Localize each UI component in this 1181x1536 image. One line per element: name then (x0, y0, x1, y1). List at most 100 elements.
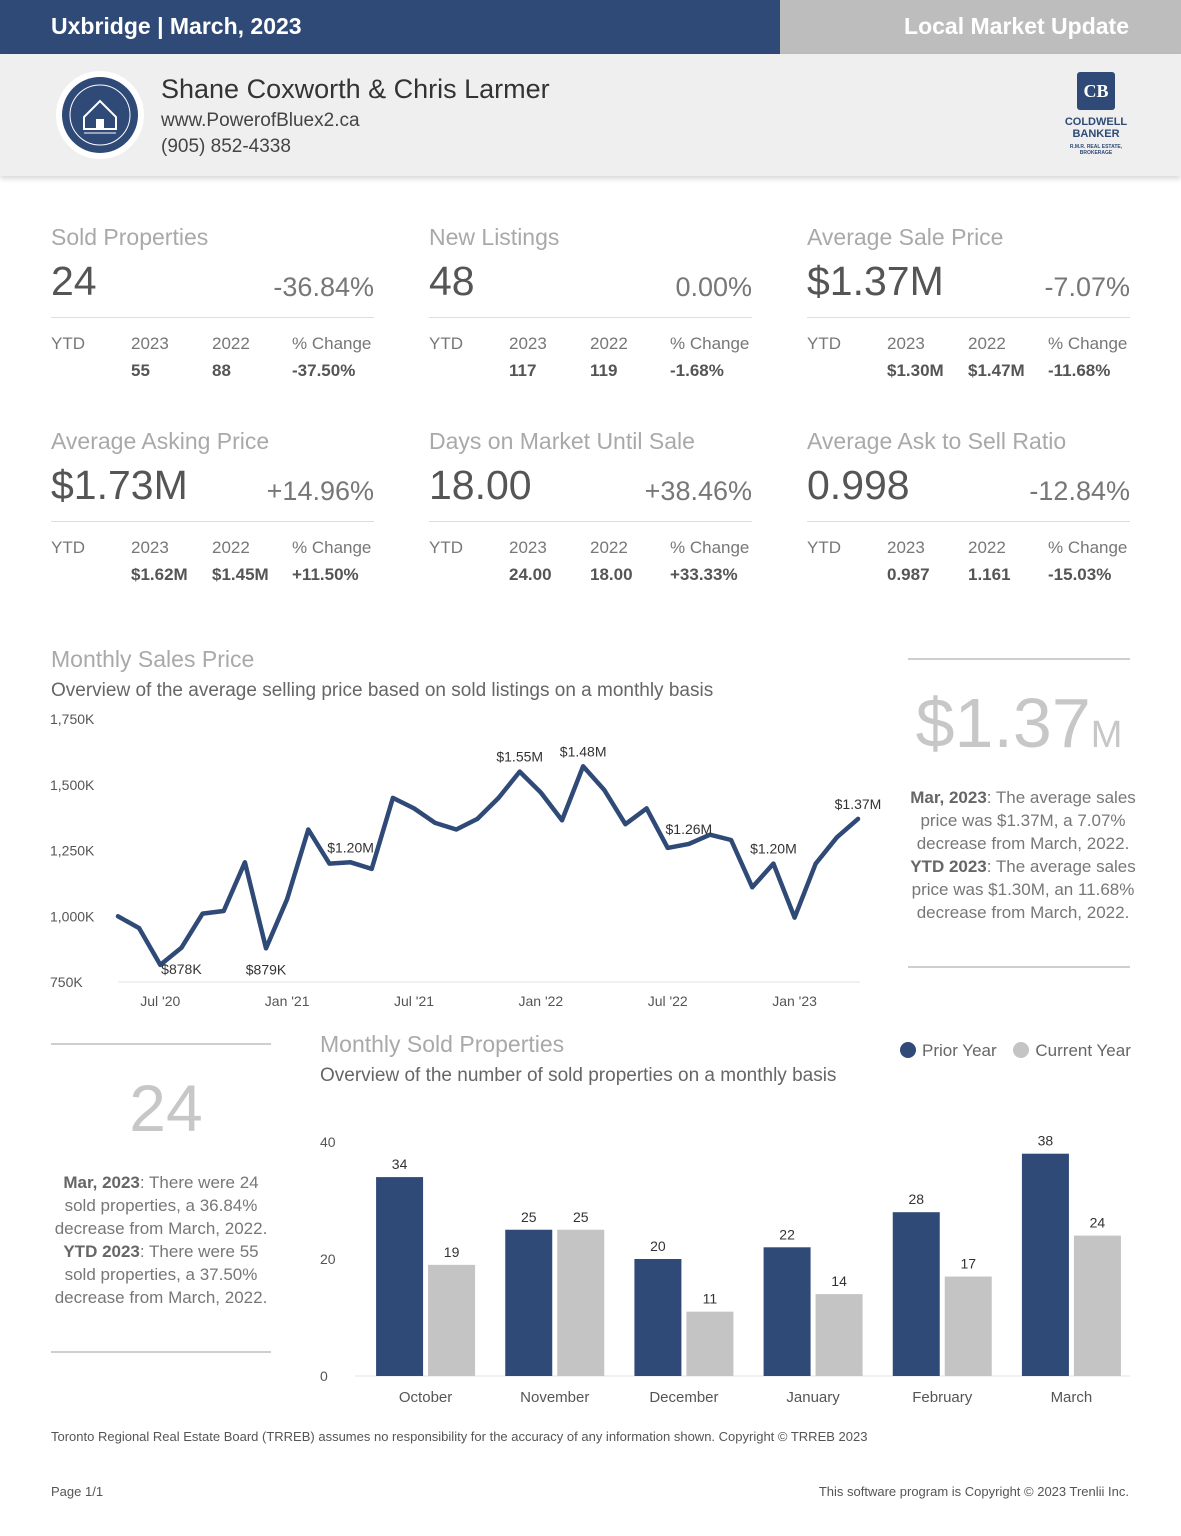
bar-data-label: 25 (573, 1209, 589, 1225)
sales-price-point (306, 827, 311, 832)
bar-data-label: 24 (1090, 1215, 1106, 1231)
sales-price-point (623, 822, 628, 827)
sold-props-big-value: 24 (129, 1071, 203, 1145)
kpi-year1-label: 2023 (509, 538, 547, 557)
bar-category-label: January (786, 1389, 840, 1406)
top-bar: Uxbridge | March, 2023 Local Market Upda… (0, 0, 1181, 54)
sales-price-point (200, 911, 205, 916)
sales-price-point (412, 806, 416, 811)
kpi-pct-label: % Change (670, 538, 750, 557)
sales-price-month-text: : The average sales price was $1.37M, a … (916, 788, 1136, 853)
kpi-year2-value: 119 (590, 361, 618, 380)
bar-category-label: December (649, 1389, 718, 1406)
sales-price-point (433, 820, 438, 825)
kpi-ytd-label: YTD (807, 334, 841, 353)
kpi-ytd-label: YTD (51, 538, 85, 557)
kpi-year2-value: 1.161 (968, 565, 1011, 584)
kpi-divider (51, 317, 374, 318)
sales-price-ytd-bold: YTD 2023 (910, 857, 987, 876)
sales-price-point (285, 897, 290, 902)
kpi-divider (51, 521, 374, 522)
kpi-divider (807, 317, 1130, 318)
sold-summary-top-rule (51, 1043, 271, 1045)
x-tick-label: Jan '22 (518, 993, 563, 1009)
prior-year-bar (763, 1247, 811, 1376)
bar-category-label: February (912, 1389, 973, 1406)
summary-bottom-rule (908, 966, 1130, 968)
kpi-pct-label: % Change (292, 538, 372, 557)
data-label: $1.48M (560, 743, 607, 759)
bar-category-label: March (1051, 1389, 1093, 1406)
location-date: Uxbridge | March, 2023 (0, 0, 780, 54)
bar-data-label: 17 (960, 1256, 976, 1272)
y-tick-label: 1,250K (50, 843, 95, 859)
x-tick-label: Jul '20 (140, 993, 180, 1009)
bar-data-label: 25 (521, 1209, 537, 1225)
current-year-bar (815, 1294, 863, 1376)
kpi-pct-value: -37.50% (292, 361, 356, 380)
sales-price-point (137, 926, 142, 931)
kpi-year1-label: 2023 (887, 538, 925, 557)
data-label: $1.20M (327, 839, 374, 855)
sold-props-month-bold: Mar, 2023 (63, 1173, 140, 1192)
kpi-year1-label: 2023 (131, 538, 169, 557)
y-tick-label: 1,000K (50, 908, 95, 924)
bar-data-label: 28 (908, 1191, 924, 1207)
legend-prior-dot (900, 1042, 916, 1058)
kpi-title: Average Asking Price (51, 428, 270, 454)
current-year-bar (557, 1229, 605, 1376)
sold-props-ytd-text: : There were 55 sold properties, a 37.50… (54, 1242, 268, 1307)
kpi-title: Average Ask to Sell Ratio (807, 428, 1067, 454)
sales-price-point (454, 827, 459, 832)
brand-line-1: COLDWELL (1064, 116, 1128, 128)
kpi-change: -12.84% (1029, 476, 1130, 506)
prior-year-bar (1021, 1153, 1069, 1376)
sales-price-title: Monthly Sales Price (51, 646, 255, 672)
kpi-value: 48 (429, 258, 475, 304)
current-year-bar (686, 1311, 734, 1376)
kpi-year2-value: 18.00 (590, 565, 633, 584)
sales-price-point (856, 816, 860, 821)
x-tick-label: Jan '21 (265, 993, 310, 1009)
bar-data-label: 19 (444, 1244, 460, 1260)
kpi-pct-value: -11.68% (1048, 361, 1111, 380)
sales-price-point (686, 841, 691, 846)
agent-website[interactable]: www.PowerofBluex2.ca (161, 110, 360, 131)
kpi-title: New Listings (429, 224, 560, 250)
sold-props-bar-chart: 0 20 40 34 19 October 25 25 November 20 11 December… (320, 1133, 1130, 1406)
brand-line-3: R.M.R. REAL ESTATE, (1069, 144, 1123, 150)
sales-price-point (496, 795, 501, 800)
sales-price-point (602, 788, 607, 793)
kpi-year1-label: 2023 (509, 334, 547, 353)
kpi-title: Average Sale Price (807, 224, 1004, 250)
kpi-value: 18.00 (429, 462, 532, 508)
kpi-card: Average Sale Price $1.37M -7.07% YTD 2023 202… (807, 224, 1130, 389)
kpi-year2-label: 2022 (212, 334, 250, 353)
current-year-bar (428, 1264, 476, 1376)
kpi-year1-label: 2023 (131, 334, 169, 353)
sales-price-point (581, 764, 586, 769)
sold-props-month-text: : There were 24 sold properties, a 36.84… (54, 1173, 268, 1238)
bar-data-label: 34 (392, 1156, 408, 1172)
sales-price-point (348, 860, 353, 865)
current-year-bar (944, 1276, 992, 1376)
brokerage-logo: CB COLDWELL BANKER R.M.R. REAL ESTATE, BRO… (1058, 72, 1134, 162)
sales-price-point (327, 861, 332, 866)
data-label: $1.37M (835, 796, 882, 812)
agent-name: Shane Coxworth & Chris Larmer (161, 74, 550, 104)
data-label: $1.26M (666, 821, 713, 837)
report-type: Local Market Update (780, 0, 1181, 54)
sales-price-point (792, 915, 797, 920)
bar-data-label: 20 (650, 1238, 666, 1254)
sales-price-big-number: $1.37 (915, 684, 1091, 762)
brand-line-4: BROKERAGE (1079, 150, 1113, 156)
sold-props-ytd-bold: YTD 2023 (63, 1242, 140, 1261)
kpi-card: Days on Market Until Sale 18.00 +38.46% YTD… (429, 428, 752, 593)
bar-y-tick-label: 0 (320, 1368, 328, 1384)
bar-data-label: 14 (831, 1273, 847, 1289)
kpi-change: +14.96% (266, 476, 374, 506)
sold-props-subtitle: Overview of the number of sold propertie… (320, 1065, 837, 1086)
kpi-pct-value: -1.68% (670, 361, 724, 380)
sales-price-point (729, 837, 734, 842)
bar-data-label: 22 (779, 1226, 795, 1242)
